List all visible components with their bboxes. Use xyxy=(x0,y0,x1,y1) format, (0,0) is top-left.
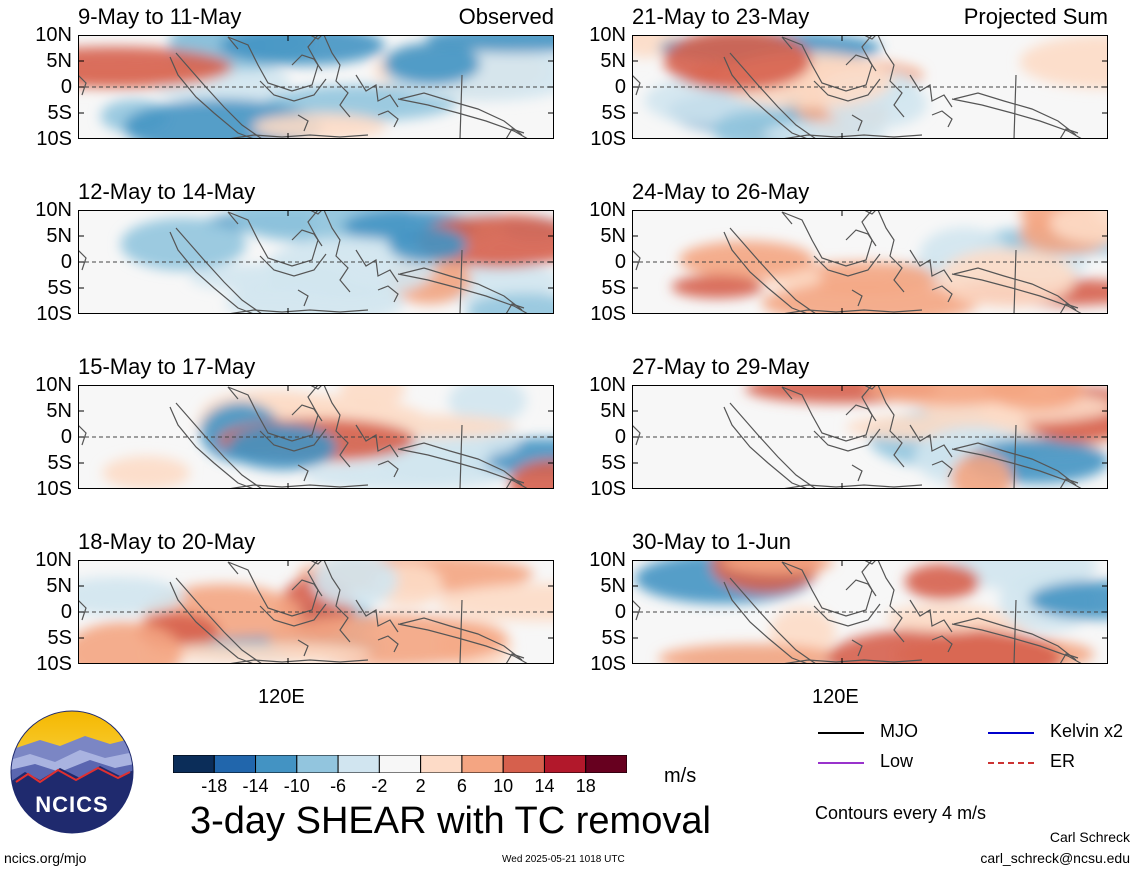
colorbar-tick-label: -2 xyxy=(371,776,388,796)
ncics-logo: NCICS xyxy=(10,710,134,834)
latitude-label: 10S xyxy=(590,303,626,325)
latitude-label: 10N xyxy=(35,374,72,396)
colorbar-tick-label: -6 xyxy=(330,776,347,796)
shear-map xyxy=(632,35,1108,139)
shear-map xyxy=(632,560,1108,664)
panel-title: 21-May to 23-May xyxy=(632,4,810,29)
shear-map xyxy=(632,210,1108,314)
latitude-label: 5N xyxy=(600,400,626,422)
latitude-label: 0 xyxy=(60,76,72,98)
panel-type-label: Observed xyxy=(458,4,554,29)
colorbar-segment xyxy=(296,755,339,773)
latitude-label: 5S xyxy=(601,627,626,649)
latitude-label: 5N xyxy=(600,225,626,247)
panel-title: 15-May to 17-May xyxy=(78,354,256,379)
latitude-label: 10S xyxy=(590,128,626,150)
colorbar-segment xyxy=(420,755,463,773)
legend-label: ER xyxy=(1050,751,1076,771)
shear-map xyxy=(78,385,554,489)
latitude-label: 0 xyxy=(614,601,626,623)
latitude-label: 5S xyxy=(47,627,72,649)
contour-note: Contours every 4 m/s xyxy=(815,803,987,823)
panel-type-label: Projected Sum xyxy=(963,4,1108,29)
latitude-label: 10S xyxy=(36,478,72,500)
latitude-label: 10N xyxy=(589,549,626,571)
colorbar-segment xyxy=(378,755,422,773)
colorbar-segment xyxy=(255,755,298,773)
latitude-label: 10N xyxy=(589,374,626,396)
shear-map xyxy=(78,35,554,139)
legend-swatch xyxy=(818,732,864,734)
latitude-label: 5S xyxy=(601,277,626,299)
legend-swatch xyxy=(988,762,1034,764)
latitude-label: 0 xyxy=(60,426,72,448)
panel-title: 24-May to 26-May xyxy=(632,179,810,204)
latitude-label: 10S xyxy=(36,128,72,150)
latitude-label: 5N xyxy=(600,575,626,597)
footer-author: Carl Schreck xyxy=(1049,829,1130,845)
latitude-label: 5N xyxy=(600,50,626,72)
colorbar-segment xyxy=(461,755,504,773)
longitude-label: 120E xyxy=(812,686,859,708)
footer-timestamp: Wed 2025-05-21 1018 UTC xyxy=(502,854,625,865)
latitude-label: 0 xyxy=(60,251,72,273)
colorbar-tick-label: -10 xyxy=(283,776,310,796)
legend-label: Kelvin x2 xyxy=(1050,721,1124,741)
colorbar-tick-label: 10 xyxy=(493,776,514,796)
footer-email: carl_schreck@ncsu.edu xyxy=(980,850,1130,866)
latitude-label: 0 xyxy=(614,251,626,273)
colorbar-segment xyxy=(337,755,380,773)
latitude-label: 5S xyxy=(47,102,72,124)
latitude-label: 0 xyxy=(60,601,72,623)
latitude-label: 10S xyxy=(36,303,72,325)
longitude-label: 120E xyxy=(258,686,305,708)
latitude-label: 10N xyxy=(589,199,626,221)
colorbar-segment xyxy=(502,755,545,773)
panel-title: 30-May to 1-Jun xyxy=(632,529,791,554)
latitude-label: 5S xyxy=(601,102,626,124)
latitude-label: 5N xyxy=(46,50,72,72)
latitude-label: 10S xyxy=(590,478,626,500)
legend-swatch xyxy=(988,732,1034,734)
shear-map xyxy=(632,385,1108,489)
latitude-label: 10N xyxy=(589,24,626,46)
latitude-label: 5N xyxy=(46,225,72,247)
panel-title: 9-May to 11-May xyxy=(78,4,242,29)
colorbar-tick-label: 6 xyxy=(456,776,467,796)
latitude-label: 5N xyxy=(46,575,72,597)
latitude-label: 10N xyxy=(35,199,72,221)
latitude-label: 10N xyxy=(35,549,72,571)
shear-map xyxy=(78,560,554,664)
latitude-label: 5S xyxy=(47,277,72,299)
main-title: 3-day SHEAR with TC removal xyxy=(190,800,711,842)
colorbar-segment xyxy=(585,755,627,773)
colorbar-segment xyxy=(213,755,257,773)
latitude-label: 10S xyxy=(590,653,626,675)
footer-url: ncics.org/mjo xyxy=(4,850,87,866)
colorbar-segment xyxy=(543,755,587,773)
legend-label: MJO xyxy=(880,721,918,741)
panel-title: 12-May to 14-May xyxy=(78,179,256,204)
latitude-label: 10S xyxy=(36,653,72,675)
latitude-label: 5S xyxy=(601,452,626,474)
legend-label: Low xyxy=(880,751,914,771)
latitude-label: 0 xyxy=(614,426,626,448)
colorbar-segment xyxy=(173,755,215,773)
latitude-label: 5S xyxy=(47,452,72,474)
latitude-label: 5N xyxy=(46,400,72,422)
panel-title: 18-May to 20-May xyxy=(78,529,256,554)
shear-map xyxy=(78,210,554,314)
panel-title: 27-May to 29-May xyxy=(632,354,810,379)
colorbar-tick-label: -18 xyxy=(201,776,228,796)
latitude-label: 10N xyxy=(35,24,72,46)
colorbar-tick-label: 18 xyxy=(575,776,596,796)
colorbar-units: m/s xyxy=(664,765,697,787)
colorbar-tick-label: 14 xyxy=(534,776,555,796)
colorbar-tick-label: -14 xyxy=(242,776,269,796)
colorbar xyxy=(173,755,627,773)
logo-text: NCICS xyxy=(35,792,109,817)
colorbar-tick-label: 2 xyxy=(415,776,426,796)
legend-swatch xyxy=(818,762,864,764)
latitude-label: 0 xyxy=(614,76,626,98)
